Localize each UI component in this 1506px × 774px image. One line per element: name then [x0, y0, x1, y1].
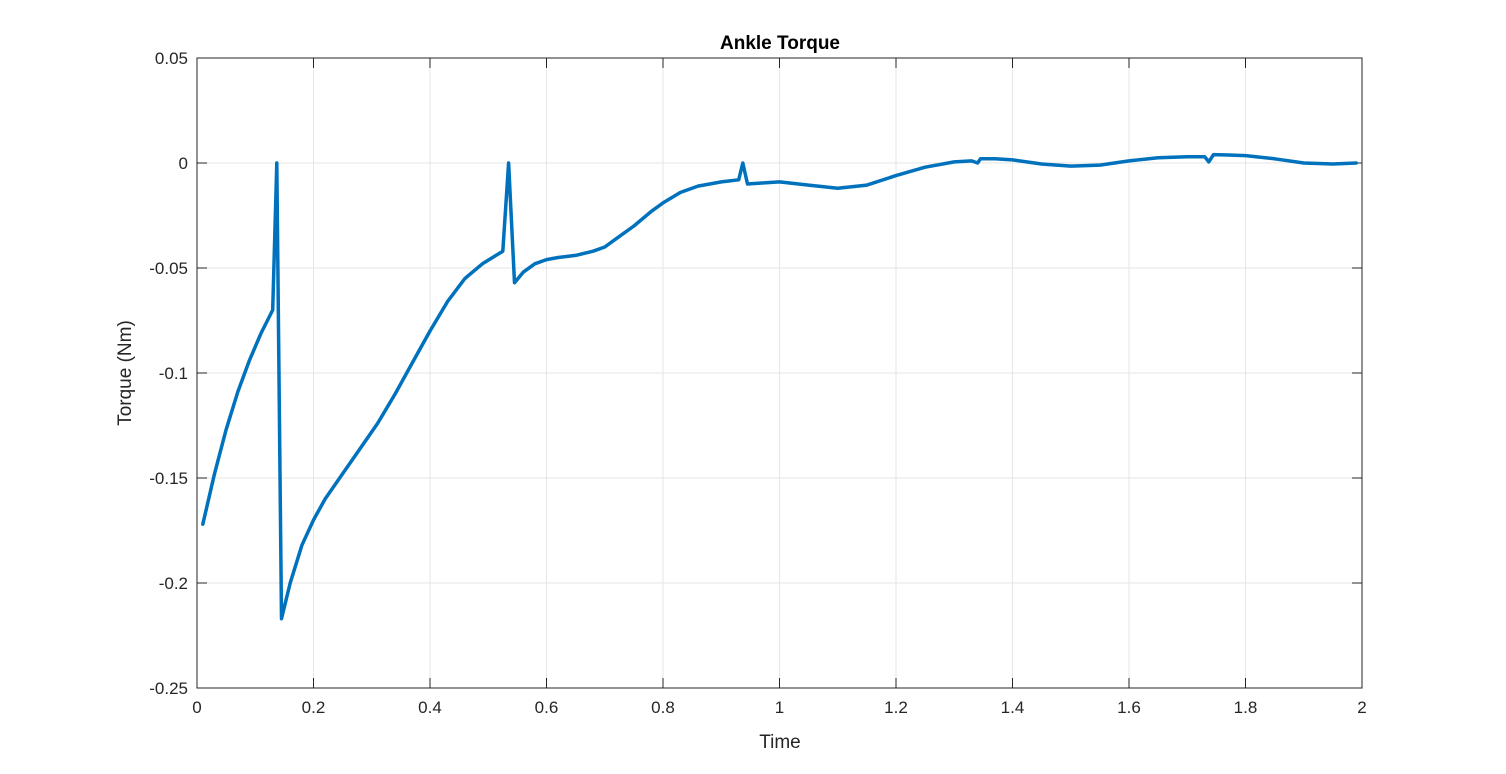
series-line: [201, 152, 1358, 621]
x-tick-label: 0.2: [302, 698, 326, 717]
chart-title: Ankle Torque: [720, 33, 840, 54]
x-axis-tick-labels: 0 0.2 0.4 0.6 0.8 1 1.2 1.4 1.6 1.8 2: [192, 698, 1366, 717]
y-tick-label: -0.15: [149, 469, 188, 488]
x-tick-label: 0.8: [651, 698, 675, 717]
x-tick-label: 0: [192, 698, 201, 717]
x-tick-label: 0.4: [418, 698, 442, 717]
y-tick-label: -0.05: [149, 259, 188, 278]
x-tick-label: 1.4: [1001, 698, 1025, 717]
x-tick-label: 1.2: [884, 698, 908, 717]
x-tick-label: 1: [775, 698, 784, 717]
y-tick-label: -0.2: [159, 574, 188, 593]
y-axis-label: Torque (Nm): [115, 320, 136, 426]
grid-lines: [196, 57, 1363, 689]
y-tick-label: -0.1: [159, 364, 188, 383]
y-tick-label: -0.25: [149, 679, 188, 698]
x-tick-label: 1.8: [1234, 698, 1258, 717]
axis-ticks: [196, 57, 1363, 689]
y-axis-tick-labels: -0.25 -0.2 -0.15 -0.1 -0.05 0 0.05: [149, 49, 188, 698]
y-tick-label: 0.05: [155, 49, 188, 68]
x-axis-label: Time: [759, 732, 801, 753]
y-tick-label: 0: [179, 154, 188, 173]
x-tick-label: 0.6: [535, 698, 559, 717]
x-tick-label: 1.6: [1117, 698, 1141, 717]
x-tick-label: 2: [1357, 698, 1366, 717]
